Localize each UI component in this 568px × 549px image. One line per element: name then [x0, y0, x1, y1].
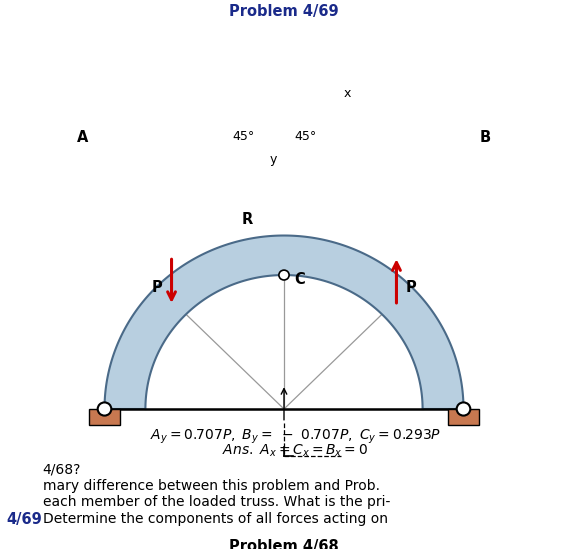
Text: A: A — [77, 130, 89, 145]
Text: R: R — [241, 212, 253, 227]
Text: $\mathit{Ans.}\ A_x = C_x = B_x = 0$: $\mathit{Ans.}\ A_x = C_x = B_x = 0$ — [223, 443, 368, 460]
Polygon shape — [89, 409, 120, 425]
Text: P: P — [406, 281, 416, 295]
Text: 4/68?: 4/68? — [43, 462, 81, 477]
Text: Determine the components of all forces acting on: Determine the components of all forces a… — [43, 512, 387, 526]
Text: Problem 4/69: Problem 4/69 — [229, 4, 339, 19]
Circle shape — [457, 402, 470, 416]
Text: Problem 4/68: Problem 4/68 — [229, 539, 339, 549]
Text: P: P — [152, 281, 162, 295]
Polygon shape — [448, 409, 479, 425]
Polygon shape — [105, 236, 463, 409]
Text: B: B — [479, 130, 491, 145]
Circle shape — [98, 402, 111, 416]
Text: $A_y = 0.707P,\ B_y =\ -\ 0.707P,\ C_y = 0.293P$: $A_y = 0.707P,\ B_y =\ -\ 0.707P,\ C_y =… — [150, 428, 441, 446]
Text: 45°: 45° — [294, 130, 317, 143]
Text: x: x — [344, 87, 351, 100]
Text: 4/69: 4/69 — [7, 512, 43, 526]
Text: C: C — [294, 272, 305, 287]
Text: y: y — [270, 153, 277, 166]
Text: 45°: 45° — [232, 130, 254, 143]
Text: each member of the loaded truss. What is the pri-: each member of the loaded truss. What is… — [43, 495, 390, 509]
Text: mary difference between this problem and Prob.: mary difference between this problem and… — [43, 479, 379, 493]
Circle shape — [279, 270, 289, 280]
